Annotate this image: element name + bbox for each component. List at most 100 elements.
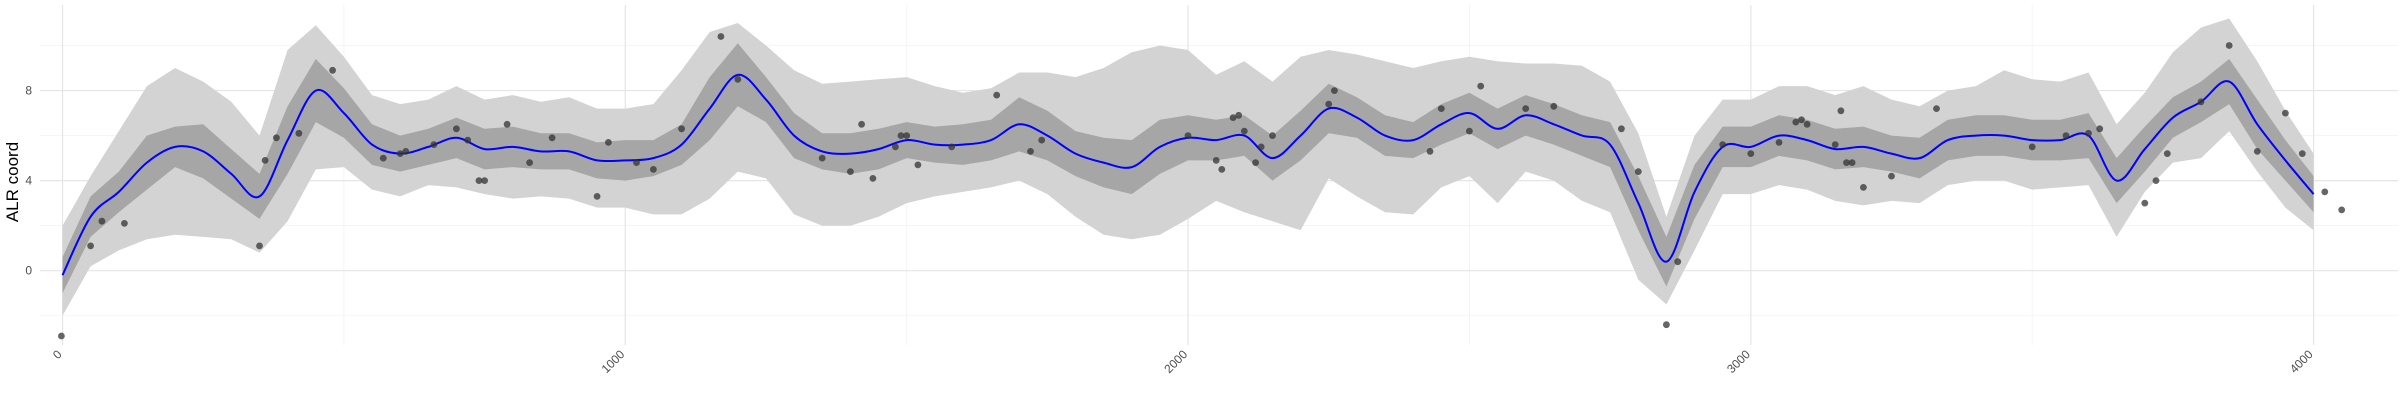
- data-point: [475, 177, 483, 185]
- data-point: [1252, 159, 1259, 167]
- data-point: [1331, 87, 1338, 94]
- data-point: [1837, 107, 1845, 115]
- data-point: [402, 148, 410, 155]
- data-point: [847, 168, 854, 176]
- data-point: [2152, 177, 2160, 185]
- data-point: [2321, 188, 2329, 196]
- data-point: [1933, 105, 1940, 112]
- y-tick-label: 8: [25, 84, 32, 98]
- data-point: [1888, 172, 1895, 180]
- x-tick-label: 3000: [1724, 347, 1753, 376]
- observed-points: [58, 33, 2346, 340]
- data-point: [1719, 141, 1727, 149]
- data-point: [1269, 132, 1276, 140]
- x-axis-tick-labels: 0 1000 2000 3000 4000: [50, 347, 2316, 376]
- data-point: [2085, 129, 2092, 137]
- data-point: [993, 91, 1001, 99]
- data-point: [858, 120, 865, 128]
- data-point: [1792, 118, 1800, 126]
- data-point: [1634, 168, 1642, 176]
- data-point: [717, 33, 725, 40]
- data-point: [1550, 102, 1558, 110]
- data-point: [1184, 132, 1192, 140]
- data-point: [818, 154, 826, 162]
- x-tick-label: 0: [50, 347, 65, 362]
- data-point: [897, 132, 905, 140]
- data-point: [593, 193, 601, 200]
- data-point: [2298, 150, 2306, 158]
- data-point: [892, 143, 899, 151]
- data-point: [430, 141, 438, 149]
- data-point: [2141, 199, 2149, 207]
- data-point: [329, 66, 336, 74]
- data-point: [87, 242, 94, 250]
- data-point: [256, 242, 263, 250]
- data-point: [1437, 105, 1445, 112]
- data-point: [2163, 150, 2171, 158]
- data-point: [453, 125, 460, 133]
- data-point: [1663, 321, 1670, 329]
- data-point: [1212, 157, 1220, 164]
- data-point: [396, 150, 404, 158]
- data-point: [503, 120, 511, 128]
- data-point: [605, 139, 612, 146]
- y-tick-label: 4: [25, 174, 32, 188]
- x-tick-label: 2000: [1161, 347, 1190, 376]
- y-axis-title: ALR coord: [3, 142, 22, 222]
- data-point: [1240, 127, 1248, 135]
- x-tick-label: 4000: [2287, 347, 2316, 376]
- data-point: [58, 332, 65, 340]
- data-point: [903, 132, 911, 140]
- data-point: [678, 125, 685, 133]
- data-point: [481, 177, 488, 185]
- data-point: [379, 154, 387, 162]
- data-point: [1775, 139, 1783, 146]
- data-point: [1218, 166, 1226, 173]
- y-tick-label: 0: [25, 264, 32, 278]
- data-point: [1831, 141, 1839, 149]
- data-point: [2338, 206, 2346, 214]
- data-point: [98, 217, 106, 225]
- data-point: [261, 157, 269, 164]
- data-point: [2062, 132, 2070, 140]
- data-point: [1477, 82, 1485, 90]
- data-point: [869, 175, 877, 182]
- data-point: [914, 161, 922, 169]
- data-point: [650, 166, 657, 173]
- data-point: [1027, 148, 1034, 155]
- data-point: [1466, 127, 1473, 135]
- data-point: [2028, 143, 2036, 151]
- x-tick-label: 1000: [599, 347, 628, 376]
- data-point: [1229, 114, 1237, 121]
- data-point: [1674, 258, 1682, 266]
- data-point: [1798, 116, 1805, 124]
- data-point: [295, 129, 303, 137]
- data-point: [1235, 111, 1243, 119]
- data-point: [1848, 159, 1856, 167]
- data-point: [1747, 150, 1755, 158]
- data-point: [121, 220, 128, 227]
- data-point: [526, 159, 533, 167]
- data-point: [2225, 42, 2233, 49]
- data-point: [2096, 125, 2104, 133]
- data-point: [2253, 148, 2261, 155]
- data-point: [1325, 100, 1333, 108]
- data-point: [464, 136, 472, 144]
- data-point: [1257, 143, 1265, 151]
- data-point: [1522, 105, 1530, 112]
- data-point: [1843, 159, 1850, 167]
- data-point: [548, 134, 556, 142]
- data-point: [633, 159, 640, 167]
- data-point: [2197, 98, 2205, 106]
- data-point: [1038, 136, 1046, 144]
- data-point: [948, 143, 956, 151]
- outer-uncertainty-band: [62, 18, 2314, 316]
- y-axis-tick-labels: 0 4 8: [25, 84, 32, 278]
- data-point: [1426, 148, 1434, 155]
- data-point: [2282, 109, 2289, 117]
- data-point: [1618, 125, 1625, 133]
- data-point: [1860, 184, 1867, 191]
- data-point: [734, 75, 742, 83]
- data-point: [273, 134, 280, 142]
